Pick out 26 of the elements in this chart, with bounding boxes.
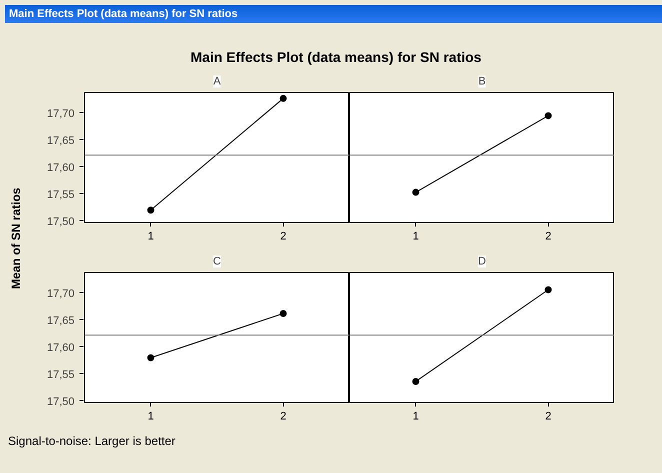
text: Signal-to-noise: Larger is better (8, 433, 176, 450)
y-tick-label: 17,70 (46, 288, 75, 300)
y-tick-label: 17,60 (46, 162, 75, 174)
y-tick-label: 17,70 (46, 108, 75, 120)
y-tick-label: 17,55 (46, 368, 75, 381)
text: Main Effects Plot (data means) for SN ratios (190, 48, 482, 67)
x-tick-label: 1 (148, 410, 154, 422)
text: Main Effects Plot (data means) for SN ratios (9, 7, 238, 22)
y-tick-label: 17,65 (46, 134, 75, 147)
y-tick-label: 17,60 (46, 342, 75, 354)
chart-title: C (213, 256, 222, 268)
chart-title: A (213, 76, 222, 88)
y-tick-label: 17,50 (46, 396, 75, 408)
x-tick-label: 2 (280, 410, 286, 422)
y-tick-label: 17,50 (46, 216, 75, 228)
x-tick-label: 1 (412, 230, 419, 242)
chart-title: B (478, 76, 486, 88)
x-tick-label: 1 (148, 230, 154, 242)
x-tick-label: 2 (545, 410, 552, 422)
y-tick-label: 17,55 (46, 188, 75, 201)
y-axis-title: Mean of SN ratios (8, 187, 24, 289)
x-tick-label: 2 (545, 230, 552, 242)
x-tick-label: 1 (412, 410, 419, 422)
x-tick-label: 2 (280, 230, 286, 242)
y-tick-label: 17,65 (46, 314, 75, 327)
chart-title: D (478, 256, 486, 268)
